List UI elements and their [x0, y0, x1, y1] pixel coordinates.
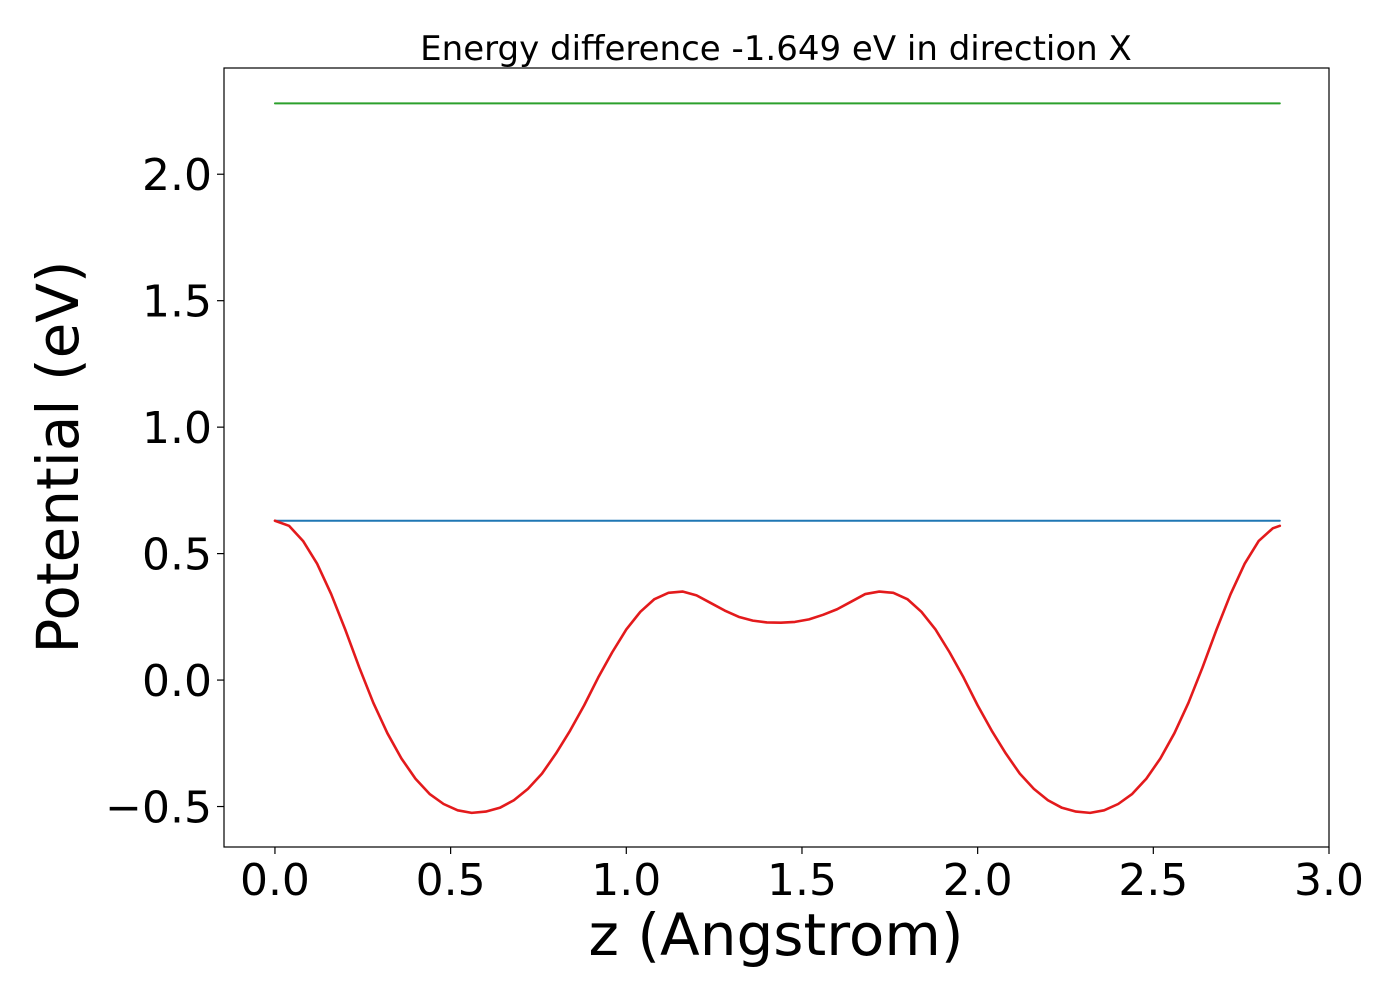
- y-tick-label: −0.5: [105, 783, 212, 834]
- y-axis: −0.5 0.0 0.5 1.0 1.5 2.0: [105, 150, 224, 834]
- x-tick-label: 1.5: [767, 855, 837, 906]
- x-axis-label: z (Angstrom): [589, 901, 964, 969]
- x-axis: 0.0 0.5 1.0 1.5 2.0 2.5 3.0: [240, 847, 1364, 906]
- x-tick-label: 0.5: [416, 855, 486, 906]
- y-tick-label: 1.5: [142, 277, 212, 328]
- y-axis-label: Potential (eV): [24, 260, 92, 653]
- x-tick-label: 2.5: [1118, 855, 1188, 906]
- potential-curve-line: [273, 519, 1282, 815]
- y-tick-label: 1.0: [142, 403, 212, 454]
- chart-title: Energy difference -1.649 eV in direction…: [420, 29, 1132, 69]
- series-layer: [273, 102, 1282, 815]
- y-tick-label: 2.0: [142, 150, 212, 201]
- x-tick-label: 0.0: [240, 855, 310, 906]
- x-tick-label: 2.0: [943, 855, 1013, 906]
- x-tick-label: 3.0: [1294, 855, 1364, 906]
- x-tick-label: 1.0: [591, 855, 661, 906]
- plot-frame: [223, 67, 1330, 848]
- y-tick-label: 0.5: [142, 530, 212, 581]
- y-tick-label: 0.0: [142, 656, 212, 707]
